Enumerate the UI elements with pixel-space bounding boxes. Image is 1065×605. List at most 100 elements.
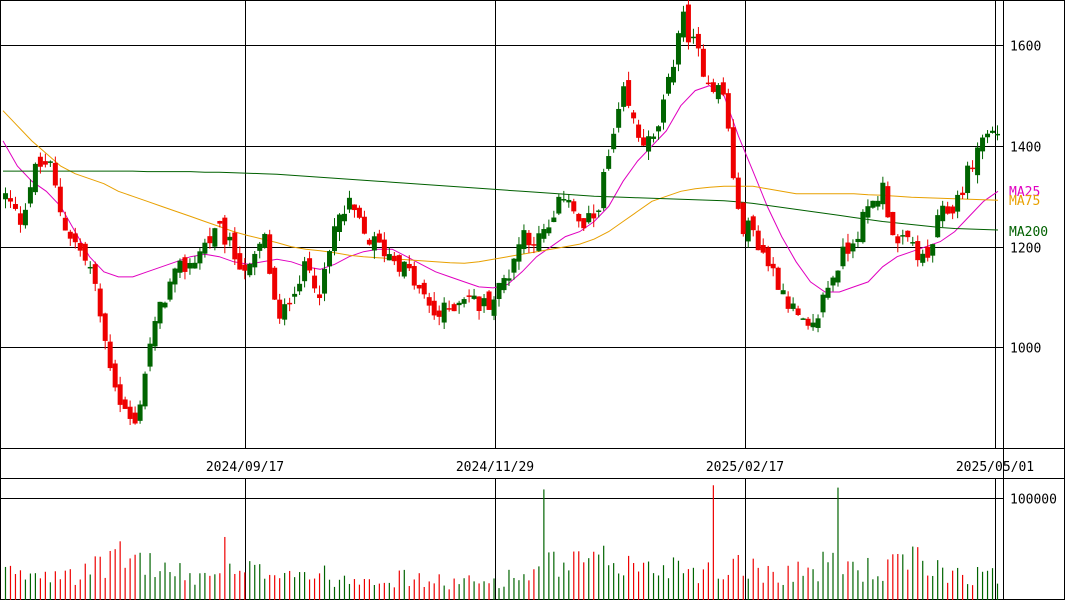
candle-body — [87, 266, 93, 269]
candle-body — [262, 233, 268, 248]
candle-body — [431, 300, 437, 316]
candle-body — [297, 283, 303, 292]
candle-body — [770, 263, 776, 269]
axis-labels: 1000 1200 1400 1600 100000 2024/09/17 2024/11/… — [206, 40, 1057, 508]
candle-body — [406, 263, 412, 269]
candle-body — [990, 130, 996, 133]
candle-body — [117, 384, 123, 405]
candle-body — [302, 261, 308, 282]
candle-body — [790, 303, 796, 309]
volume-bars — [4, 485, 999, 600]
candle-body — [252, 253, 258, 268]
grid-lines — [0, 0, 1003, 600]
candle-body — [32, 163, 38, 193]
candle-body — [775, 267, 781, 290]
candle-body — [800, 318, 806, 320]
candle-body — [511, 258, 517, 273]
candle-body — [82, 243, 88, 261]
candle-body — [930, 244, 936, 256]
candle-body — [680, 11, 686, 38]
candle-body — [531, 244, 537, 246]
candle-body — [950, 206, 956, 214]
candle-body — [257, 243, 263, 251]
candle-body — [646, 136, 652, 152]
candle-body — [162, 302, 168, 308]
candle-body — [745, 220, 751, 242]
candle-body — [506, 278, 512, 281]
candle-body — [536, 233, 542, 251]
moving-average-lines — [2, 85, 999, 293]
candle-body — [965, 165, 971, 194]
candle-body — [810, 322, 816, 328]
candle-body — [37, 156, 43, 167]
candle-body — [312, 275, 318, 289]
candle-body — [476, 296, 482, 311]
candle-body — [277, 299, 283, 319]
candle-body — [112, 363, 118, 388]
candle-body — [12, 204, 18, 209]
candle-body — [915, 241, 921, 261]
candle-body — [855, 238, 861, 243]
candle-body — [626, 80, 632, 106]
candle-body — [815, 318, 821, 328]
candle-body — [381, 239, 387, 257]
candle-body — [317, 294, 323, 299]
candle-body — [341, 213, 347, 222]
candle-body — [446, 308, 452, 310]
candle-body — [521, 230, 527, 250]
candle-body — [750, 216, 756, 231]
candle-body — [361, 216, 367, 234]
candle-body — [132, 412, 138, 424]
candle-body — [137, 404, 143, 421]
candle-body — [172, 268, 178, 285]
candle-body — [356, 207, 362, 218]
candle-body — [92, 264, 98, 284]
candle-body — [880, 182, 886, 205]
candle-body — [551, 217, 557, 223]
candle-body — [157, 301, 163, 324]
candle-body — [411, 266, 417, 286]
candle-body — [62, 217, 68, 231]
candle-body — [945, 206, 951, 214]
candle-body — [900, 235, 906, 237]
candle-body — [715, 85, 721, 100]
candle-body — [740, 202, 746, 235]
candle-body — [57, 186, 63, 213]
candle-body — [351, 204, 357, 211]
candle-body — [995, 133, 1001, 136]
candle-body — [566, 199, 572, 203]
candle-body — [670, 66, 676, 83]
candle-body — [227, 236, 233, 241]
candle-body — [327, 251, 333, 267]
candle-body — [985, 133, 991, 138]
candle-body — [481, 298, 487, 307]
date-tick-label: 2025/02/17 — [706, 460, 784, 475]
date-tick-label: 2025/05/01 — [956, 460, 1034, 475]
candle-body — [661, 99, 667, 123]
candle-body — [890, 211, 896, 236]
candle-body — [725, 93, 731, 129]
candle-body — [910, 242, 916, 244]
candle-body — [860, 211, 866, 243]
candle-body — [72, 233, 78, 243]
candle-body — [710, 82, 716, 92]
candle-body — [935, 215, 941, 238]
candle-body — [17, 213, 23, 225]
price-tick-label: 1400 — [1010, 141, 1041, 156]
candle-body — [371, 236, 377, 251]
candle-body — [850, 243, 856, 252]
candle-body — [242, 264, 248, 271]
candle-body — [980, 137, 986, 152]
candle-body — [67, 231, 73, 239]
candle-body — [665, 76, 671, 94]
candle-body — [232, 232, 238, 260]
candle-body — [675, 33, 681, 65]
candle-body — [835, 270, 841, 283]
candle-body — [865, 206, 871, 218]
candle-body — [247, 263, 253, 276]
candle-body — [760, 245, 766, 253]
